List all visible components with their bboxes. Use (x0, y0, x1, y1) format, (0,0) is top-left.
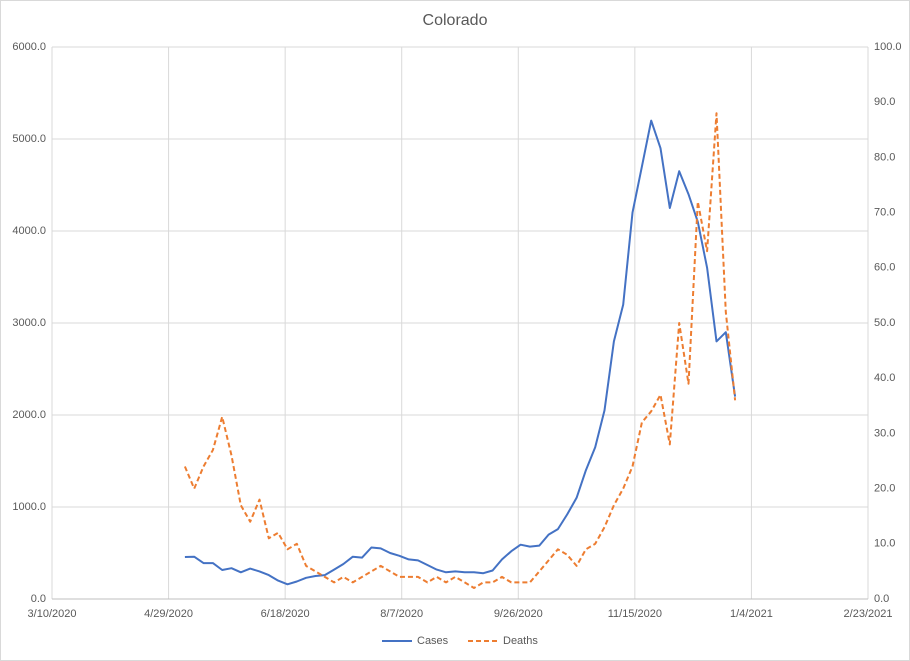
x-tick-label: 2/23/2021 (844, 608, 893, 620)
y2-tick-label: 0.0 (874, 593, 889, 605)
legend-label: Deaths (503, 635, 538, 647)
chart-title: Colorado (423, 12, 488, 29)
y2-tick-label: 20.0 (874, 483, 895, 495)
x-tick-label: 9/26/2020 (494, 608, 543, 620)
y-tick-label: 3000.0 (12, 317, 46, 329)
y2-tick-label: 80.0 (874, 151, 895, 163)
y2-tick-label: 70.0 (874, 207, 895, 219)
y-tick-label: 6000.0 (12, 41, 46, 53)
x-tick-label: 8/7/2020 (380, 608, 423, 620)
y2-tick-label: 100.0 (874, 41, 902, 53)
x-tick-label: 6/18/2020 (261, 608, 310, 620)
y2-tick-label: 10.0 (874, 538, 895, 550)
y-tick-label: 4000.0 (12, 225, 46, 237)
series-line (183, 112, 737, 589)
y2-tick-label: 60.0 (874, 262, 895, 274)
x-tick-label: 1/4/2021 (730, 608, 773, 620)
x-tick-label: 3/10/2020 (28, 608, 77, 620)
legend-label: Cases (417, 635, 449, 647)
y-tick-label: 5000.0 (12, 133, 46, 145)
y-tick-label: 1000.0 (12, 501, 46, 513)
x-tick-label: 4/29/2020 (144, 608, 193, 620)
series-line (184, 119, 737, 586)
y2-tick-label: 40.0 (874, 372, 895, 384)
y-tick-label: 0.0 (31, 593, 46, 605)
x-tick-label: 11/15/2020 (608, 608, 662, 620)
y2-tick-label: 30.0 (874, 427, 895, 439)
y2-tick-label: 90.0 (874, 96, 895, 108)
y2-tick-label: 50.0 (874, 317, 895, 329)
y-tick-label: 2000.0 (12, 409, 46, 421)
